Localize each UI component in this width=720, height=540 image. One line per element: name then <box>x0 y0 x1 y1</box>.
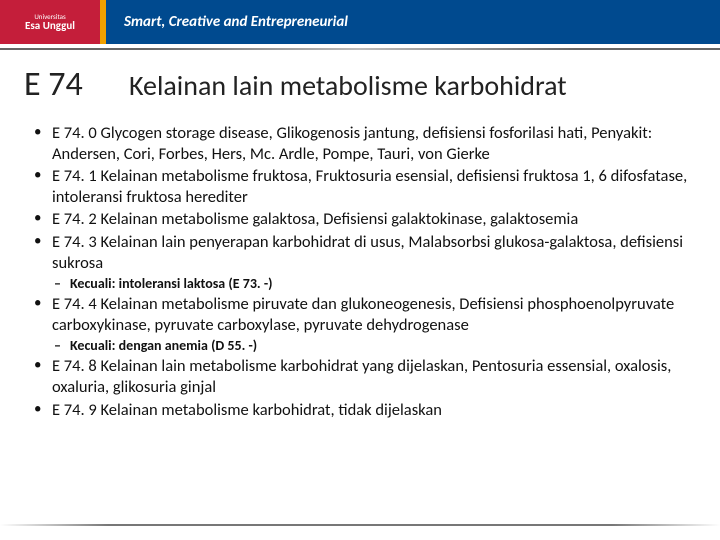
bullet-list: E 74. 0 Glycogen storage disease, Glikog… <box>24 123 696 421</box>
slide-title: Kelainan lain metabolisme karbohidrat <box>129 68 567 103</box>
list-item-text: E 74. 0 Glycogen storage disease, Glikog… <box>52 123 652 164</box>
list-item-text: E 74. 3 Kelainan lain penyerapan karbohi… <box>52 232 683 273</box>
footer-separator <box>0 524 720 526</box>
list-item-text: E 74. 2 Kelainan metabolisme galaktosa, … <box>52 209 578 229</box>
list-item: E 74. 8 Kelainan lain metabolisme karboh… <box>32 356 696 398</box>
slide-content: E 74 Kelainan lain metabolisme karbohidr… <box>0 50 720 432</box>
list-item: E 74. 2 Kelainan metabolisme galaktosa, … <box>32 209 696 230</box>
header-bar: Universitas Esa Unggul Smart, Creative a… <box>0 0 720 44</box>
logo-block: Universitas Esa Unggul <box>0 0 100 44</box>
slide-code: E 74 <box>24 64 129 105</box>
list-item: E 74. 1 Kelainan metabolisme fruktosa, F… <box>32 166 696 208</box>
tagline: Smart, Creative and Entrepreneurial <box>124 13 348 31</box>
sub-list-item: Kecuali: intoleransi laktosa (E 73. -) <box>54 275 696 293</box>
sub-list: Kecuali: dengan anemia (D 55. -) <box>32 337 696 355</box>
list-item-text: E 74. 9 Kelainan metabolisme karbohidrat… <box>52 400 442 420</box>
logo-accent <box>100 0 106 44</box>
list-item: E 74. 0 Glycogen storage disease, Glikog… <box>32 123 696 165</box>
list-item-text: E 74. 1 Kelainan metabolisme fruktosa, F… <box>52 166 687 207</box>
sub-list: Kecuali: intoleransi laktosa (E 73. -) <box>32 275 696 293</box>
list-item-text: E 74. 4 Kelainan metabolisme piruvate da… <box>52 294 674 335</box>
title-row: E 74 Kelainan lain metabolisme karbohidr… <box>24 64 696 105</box>
sub-list-item: Kecuali: dengan anemia (D 55. -) <box>54 337 696 355</box>
list-item: E 74. 4 Kelainan metabolisme piruvate da… <box>32 294 696 336</box>
list-item: E 74. 9 Kelainan metabolisme karbohidrat… <box>32 400 696 421</box>
list-item-text: E 74. 8 Kelainan lain metabolisme karboh… <box>52 356 671 397</box>
list-item: E 74. 3 Kelainan lain penyerapan karbohi… <box>32 232 696 274</box>
logo-name: Esa Unggul <box>25 20 75 31</box>
